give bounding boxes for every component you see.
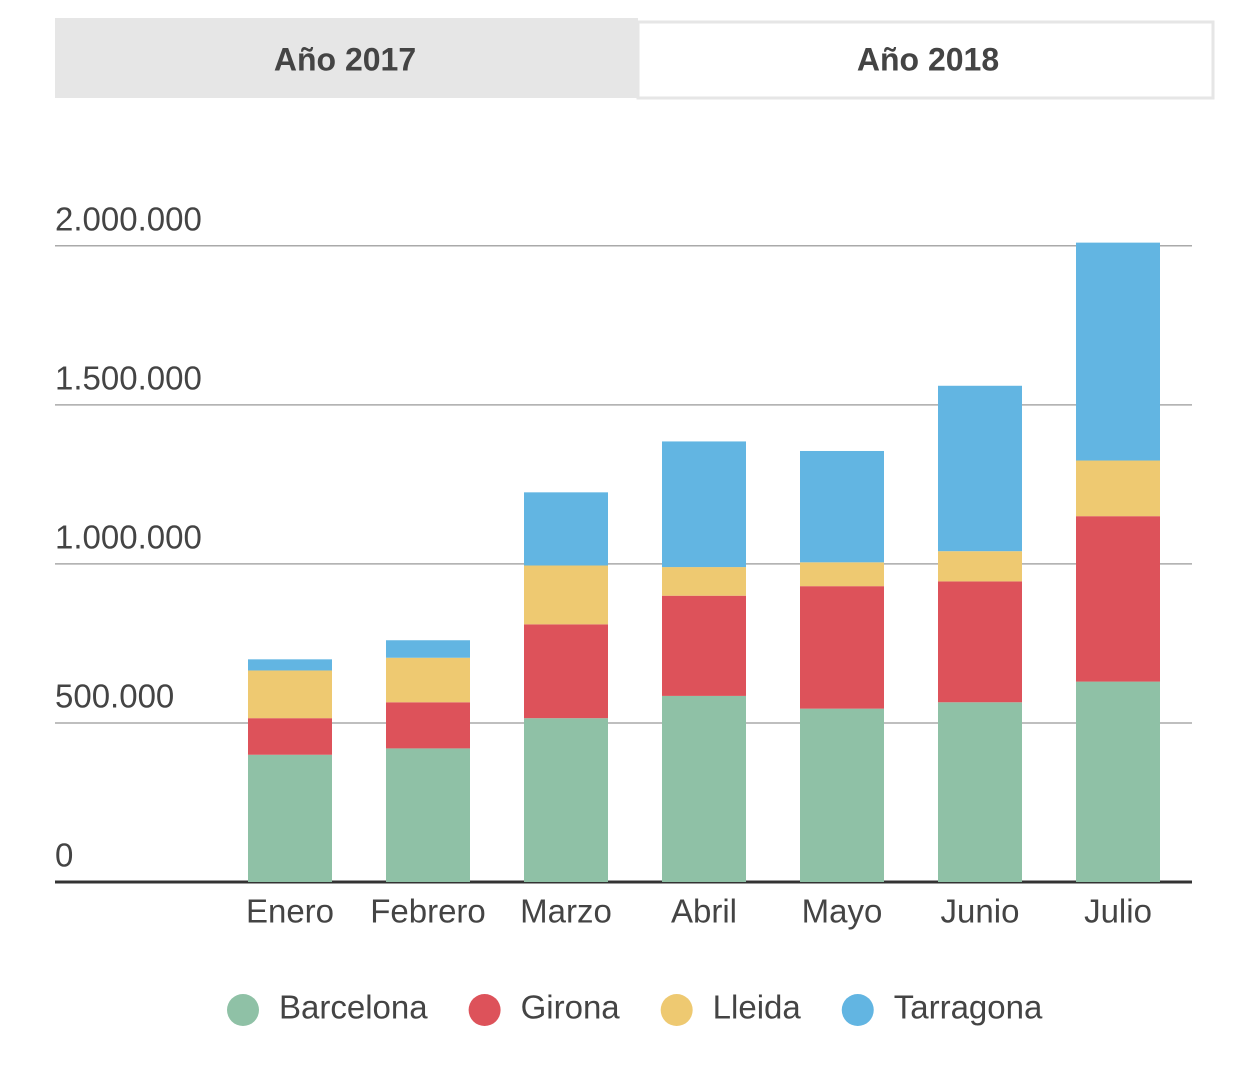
bar-segment bbox=[524, 565, 608, 625]
bar-segment bbox=[1076, 516, 1160, 682]
tab[interactable] bbox=[55, 18, 638, 98]
bar-segment bbox=[524, 624, 608, 719]
bar-segment bbox=[1076, 242, 1160, 461]
legend-marker bbox=[227, 994, 259, 1026]
y-tick-label: 1.500.000 bbox=[55, 360, 202, 397]
bar-segment bbox=[938, 551, 1022, 582]
bar-segment bbox=[524, 718, 608, 882]
x-tick-label: Abril bbox=[671, 893, 737, 930]
bar-segment bbox=[1076, 681, 1160, 882]
x-tick-label: Mayo bbox=[802, 893, 883, 930]
bar-segment bbox=[800, 708, 884, 882]
bar-segment bbox=[662, 595, 746, 696]
y-tick-label: 1.000.000 bbox=[55, 519, 202, 556]
bar-segment bbox=[524, 492, 608, 566]
legend-marker bbox=[660, 994, 693, 1026]
y-tick-label: 500.000 bbox=[55, 678, 174, 715]
bar-segment bbox=[938, 702, 1022, 882]
legend-label: Girona bbox=[521, 989, 621, 1026]
x-tick-label: Julio bbox=[1084, 893, 1152, 930]
bar-segment bbox=[662, 695, 746, 882]
x-tick-label: Marzo bbox=[520, 893, 612, 930]
bar-segment bbox=[248, 718, 332, 755]
legend-label: Tarragona bbox=[894, 989, 1043, 1026]
tab-label[interactable]: Año 2018 bbox=[857, 41, 999, 77]
bar-segment bbox=[800, 450, 884, 563]
x-tick-label: Junio bbox=[941, 893, 1020, 930]
bar-segment bbox=[662, 441, 746, 568]
bar-segment bbox=[248, 659, 332, 671]
tab[interactable] bbox=[636, 20, 1215, 100]
bar-segment bbox=[938, 581, 1022, 703]
x-tick-label: Enero bbox=[246, 893, 334, 930]
bar-segment bbox=[800, 586, 884, 709]
bar-segment bbox=[386, 640, 470, 658]
bar-segment bbox=[386, 657, 470, 703]
legend-marker bbox=[468, 994, 501, 1026]
y-tick-label: 0 bbox=[55, 837, 73, 874]
bar-segment bbox=[1076, 460, 1160, 517]
legend-marker bbox=[841, 994, 874, 1026]
legend-label: Barcelona bbox=[279, 989, 428, 1026]
bar-segment bbox=[662, 567, 746, 596]
bar-segment bbox=[386, 702, 470, 749]
y-tick-label: 2.000.000 bbox=[55, 201, 202, 238]
bar-segment bbox=[248, 670, 332, 719]
bar-segment bbox=[248, 754, 332, 882]
bar-segment bbox=[386, 748, 470, 882]
legend-label: Lleida bbox=[713, 989, 802, 1026]
x-tick-label: Febrero bbox=[370, 893, 486, 930]
tab-label[interactable]: Año 2017 bbox=[274, 41, 416, 77]
bar-segment bbox=[800, 562, 884, 587]
bar-segment bbox=[938, 385, 1022, 552]
